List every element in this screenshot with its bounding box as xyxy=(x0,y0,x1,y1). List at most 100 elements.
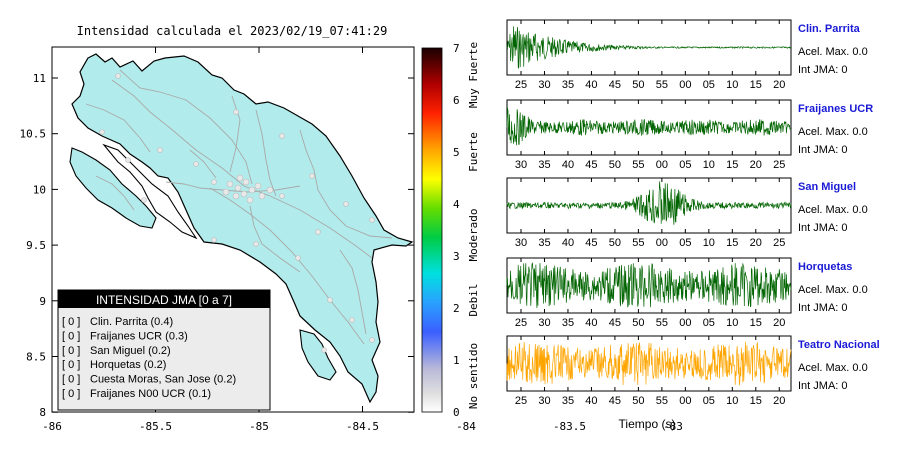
trace-station-name: Fraijanes UCR xyxy=(798,103,873,115)
trace-tick-label: 35 xyxy=(538,159,550,171)
intensity-legend: INTENSIDAD JMA [0 a 7] [ 0 ] Clin. Parrit… xyxy=(57,289,271,411)
trace-tick-label: 35 xyxy=(562,317,574,329)
map-title: Intensidad calculada el 2023/02/19_07:41… xyxy=(77,24,388,38)
trace-tick-label: 55 xyxy=(656,79,668,91)
legend-row-label: Fraijanes N00 UCR (0.1) xyxy=(90,388,211,400)
colorbar-gradient xyxy=(421,47,443,413)
trace-tick-label: 25 xyxy=(773,159,785,171)
trace-tick-label: 50 xyxy=(632,317,644,329)
nicoya-peninsula xyxy=(69,147,157,229)
colorbar-level-label: Fuerte xyxy=(467,132,480,172)
trace-int-jma: Int JMA: 0 xyxy=(798,144,848,156)
trace-tick-label: 05 xyxy=(703,395,715,407)
legend-row-label: San Miguel (0.2) xyxy=(90,345,171,357)
trace-accel-max: Acel. Max. 0.0 xyxy=(798,126,868,138)
trace-tick-label: 35 xyxy=(538,237,550,249)
road-network xyxy=(85,69,393,345)
trace-tick-label: 20 xyxy=(750,237,762,249)
trace-panel: 30 35 40 45 50 55 00 05 10 15 20 25 Fraijanes UCR Ace… xyxy=(506,99,873,171)
trace-tick-label: 20 xyxy=(773,317,785,329)
map-frame xyxy=(51,46,415,413)
trace-accel-max: Acel. Max. 0.0 xyxy=(798,284,868,296)
trace-tick-label: 10 xyxy=(726,395,738,407)
trace-tick-label: 40 xyxy=(585,79,597,91)
trace-int-jma: Int JMA: 0 xyxy=(798,222,848,234)
legend-row-bracket: [ 0 ] xyxy=(62,345,80,357)
colorbar-tick-label: 6 xyxy=(453,94,460,107)
trace-tick-label: 25 xyxy=(515,317,527,329)
trace-tick-label: 30 xyxy=(538,317,550,329)
colorbar-tick-label: 5 xyxy=(453,146,460,159)
map-y-tick-label: 11 xyxy=(33,72,46,85)
trace-tick-label: 45 xyxy=(609,395,621,407)
trace-tick-label: 55 xyxy=(632,159,644,171)
trace-tick-label: 00 xyxy=(679,395,691,407)
map-x-tick-label: -86 xyxy=(42,420,62,433)
trace-tick-label: 05 xyxy=(679,159,691,171)
colorbar-tick-label: 0 xyxy=(453,406,460,419)
legend-row-label: Cuesta Moras, San Jose (0.2) xyxy=(90,374,236,386)
trace-station-name: Clin. Parrita xyxy=(798,23,861,35)
map-y-tick-label: 9.5 xyxy=(26,239,46,252)
trace-accel-max: Acel. Max. 0.0 xyxy=(798,204,868,216)
trace-tick-label: 00 xyxy=(679,317,691,329)
trace-tick-label: 10 xyxy=(703,159,715,171)
trace-tick-label: 40 xyxy=(562,237,574,249)
station-markers xyxy=(99,73,375,353)
trace-tick-label: 15 xyxy=(726,159,738,171)
trace-tick-label: 35 xyxy=(562,79,574,91)
trace-tick-label: 25 xyxy=(773,237,785,249)
colorbar-level-label: No sentido xyxy=(467,343,480,409)
colorbar-level-label: Muy Fuerte xyxy=(467,42,480,108)
trace-tick-label: 10 xyxy=(703,237,715,249)
seismogram-panels: 25 30 35 40 45 50 55 00 05 10 15 20 Clin. Parrita Ace… xyxy=(506,19,880,407)
map-x-tick-label: -83.5 xyxy=(553,420,586,433)
colorbar-level-label: Debil xyxy=(467,283,480,316)
trace-tick-label: 20 xyxy=(750,159,762,171)
map-x-tick-label: -84 xyxy=(456,420,476,433)
trace-waveform xyxy=(506,341,792,386)
trace-panel: 25 30 35 40 45 50 55 00 05 10 15 20 Clin. Parrita Ace… xyxy=(506,19,868,91)
trace-panel: 30 35 40 45 50 55 00 05 10 15 20 25 San Miguel Acel. … xyxy=(506,177,868,249)
legend-title-bar xyxy=(58,290,270,308)
colorbar-level-label: Moderado xyxy=(467,209,480,262)
trace-tick-label: 05 xyxy=(679,237,691,249)
colorbar-tick-label: 3 xyxy=(453,250,460,263)
trace-waveform xyxy=(506,26,792,69)
trace-tick-label: 15 xyxy=(750,317,762,329)
legend-row-bracket: [ 0 ] xyxy=(62,316,80,328)
trace-tick-label: 45 xyxy=(609,79,621,91)
trace-tick-label: 20 xyxy=(773,395,785,407)
map-y-tick-label: 10 xyxy=(33,183,46,196)
map-x-tick-label: -83 xyxy=(663,420,683,433)
legend-row-bracket: [ 0 ] xyxy=(62,359,80,371)
map-axes: -86 -85.5 -85 -84.5 -84 -83.5 -831110.5109.598… xyxy=(20,47,683,433)
trace-tick-label: 00 xyxy=(679,79,691,91)
trace-station-name: San Miguel xyxy=(798,181,856,193)
legend-row-bracket: [ 0 ] xyxy=(62,330,80,342)
trace-tick-label: 40 xyxy=(562,159,574,171)
trace-tick-label: 55 xyxy=(656,395,668,407)
trace-tick-label: 05 xyxy=(703,79,715,91)
trace-tick-label: 55 xyxy=(656,317,668,329)
colorbar-tick-label: 1 xyxy=(453,354,460,367)
map-x-tick-label: -84.5 xyxy=(346,420,379,433)
legend-row-label: Fraijanes UCR (0.3) xyxy=(90,330,188,342)
trace-tick-label: 45 xyxy=(609,317,621,329)
trace-tick-label: 35 xyxy=(562,395,574,407)
trace-waveform xyxy=(506,107,792,146)
trace-tick-label: 50 xyxy=(609,237,621,249)
map-y-tick-label: 9 xyxy=(39,295,46,308)
trace-tick-label: 10 xyxy=(726,317,738,329)
trace-tick-label: 30 xyxy=(538,79,550,91)
trace-tick-label: 40 xyxy=(585,317,597,329)
trace-station-name: Horquetas xyxy=(798,261,852,273)
trace-tick-label: 15 xyxy=(750,79,762,91)
trace-tick-label: 45 xyxy=(585,237,597,249)
trace-tick-label: 00 xyxy=(656,159,668,171)
intensity-colorbar: 7 6 5 4 3 2 1 0 Muy Fuerte Fuerte Moderado Debil No… xyxy=(421,42,480,419)
trace-tick-label: 45 xyxy=(585,159,597,171)
trace-tick-label: 25 xyxy=(515,395,527,407)
legend-box xyxy=(57,289,271,411)
